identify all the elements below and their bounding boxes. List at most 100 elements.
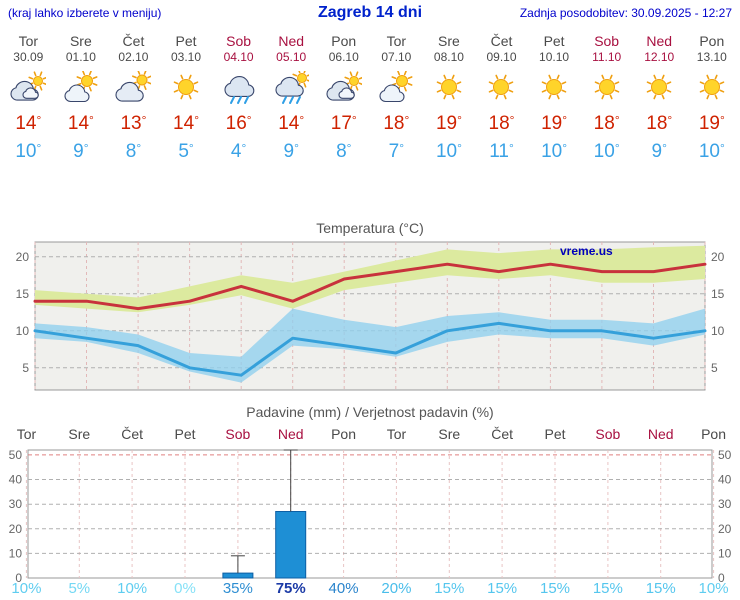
svg-text:10: 10: [16, 324, 30, 338]
day-name: Pon: [699, 33, 725, 49]
svg-text:20: 20: [711, 250, 725, 264]
temp-max: 18°: [646, 113, 673, 134]
temperature-chart: 5 5 10 10 15 15 20 20 vreme.us: [16, 241, 725, 391]
day-date: 09.10: [486, 50, 517, 64]
day-name: Sre: [69, 33, 92, 49]
last-update-timestamp: Zadnja posodobitev: 30.09.2025 - 12:27: [519, 6, 732, 20]
temp-min: 9°: [283, 141, 299, 162]
precip-probability: 10%: [698, 580, 729, 597]
temp-max: 14°: [278, 113, 305, 134]
temp-max: 19°: [698, 113, 725, 134]
weather-icon-partly: [370, 66, 423, 111]
day-name: Čet: [490, 33, 513, 49]
day-name: Sob: [226, 33, 252, 49]
forecast-day-column: Ned 05.10 14° 9°: [265, 28, 318, 163]
temp-min: 10°: [435, 141, 462, 162]
precip-day-label: Ned: [277, 426, 304, 442]
weather-icon-sunny: [686, 66, 739, 111]
page-title: Zagreb 14 dni: [317, 4, 423, 21]
svg-text:20: 20: [718, 522, 732, 536]
weather-icon-sunny: [580, 66, 633, 111]
temp-min: 9°: [651, 141, 667, 162]
temp-min: 8°: [336, 141, 352, 162]
temp-max: 14°: [15, 113, 42, 134]
forecast-table: Tor 30.09 14° 10° Sre 01.10 14° 9° Čet 02.10 13° 8°…: [2, 28, 738, 163]
weather-icon-rain: [212, 66, 265, 111]
day-date: 02.10: [118, 50, 149, 64]
day-name: Pet: [543, 33, 565, 49]
day-date: 05.10: [276, 50, 307, 64]
svg-text:40: 40: [9, 473, 23, 487]
temp-min: 11°: [489, 141, 514, 162]
precip-probability: 15%: [592, 580, 623, 597]
precip-day-label: Sob: [595, 426, 621, 442]
day-name: Ned: [278, 33, 305, 49]
day-date: 30.09: [13, 50, 44, 64]
precip-probability: 5%: [68, 580, 91, 597]
temp-max: 16°: [225, 113, 252, 134]
temp-min: 4°: [230, 141, 247, 162]
day-name: Ned: [646, 33, 673, 49]
temp-min: 10°: [15, 141, 42, 162]
day-name: Čet: [122, 33, 145, 49]
precip-day-label: Tor: [386, 426, 407, 442]
forecast-day-column: Ned 12.10 18° 9°: [633, 28, 686, 163]
svg-text:50: 50: [9, 448, 23, 462]
precip-probability: 75%: [275, 580, 306, 597]
svg-text:20: 20: [16, 250, 30, 264]
precip-probability-row: 10% 5% 10% 0% 35% 75% 40% 20% 15% 15% 15% 15% 15% 10%: [0, 580, 740, 600]
forecast-day-column: Pon 13.10 19° 10°: [686, 28, 739, 163]
weather-icon-mostly-cloudy: [107, 66, 160, 111]
day-name: Tor: [386, 33, 407, 49]
temp-max: 18°: [593, 113, 620, 134]
svg-text:10: 10: [9, 546, 23, 560]
temp-max: 13°: [120, 113, 147, 134]
precip-probability: 10%: [11, 580, 42, 597]
temperature-chart-title: Temperatura (°C): [316, 220, 424, 236]
temp-min: 10°: [541, 141, 568, 162]
weather-icon-sunny: [160, 66, 213, 111]
precip-day-label: Pon: [701, 426, 727, 442]
day-name: Pon: [331, 33, 357, 49]
precip-bar: [275, 511, 307, 579]
weather-icon-sunny: [633, 66, 686, 111]
day-date: 03.10: [171, 50, 202, 64]
precip-probability: 15%: [645, 580, 676, 597]
svg-text:0: 0: [718, 571, 725, 584]
precipitation-chart: 0 0 10 10 20 20 30 30 40 40 50 50: [9, 448, 732, 584]
precip-probability: 35%: [222, 580, 253, 597]
day-date: 13.10: [696, 50, 727, 64]
watermark: vreme.us: [560, 244, 613, 258]
temp-max: 14°: [173, 113, 199, 134]
temp-min: 8°: [125, 141, 142, 162]
svg-text:15: 15: [16, 287, 30, 301]
temp-max: 14°: [67, 113, 94, 134]
weather-icon-cloudy: [317, 66, 370, 111]
precip-probability: 15%: [434, 580, 465, 597]
day-date: 08.10: [433, 50, 464, 64]
location-menu-hint: (kraj lahko izberete v meniju): [8, 6, 162, 20]
temp-min: 7°: [388, 141, 405, 162]
precip-day-label: Pon: [331, 426, 357, 442]
precip-day-label: Čet: [491, 426, 514, 442]
svg-text:15: 15: [711, 287, 725, 301]
temp-min: 9°: [73, 141, 89, 162]
precip-probability: 20%: [381, 580, 412, 597]
temp-max: 17°: [330, 113, 357, 134]
svg-text:10: 10: [718, 546, 732, 560]
forecast-day-column: Sre 01.10 14° 9°: [55, 28, 108, 163]
forecast-day-column: Pon 06.10 17° 8°: [317, 28, 370, 163]
svg-text:50: 50: [718, 448, 732, 462]
precip-day-label: Čet: [121, 426, 144, 442]
day-date: 11.10: [592, 50, 622, 64]
precip-probability: 0%: [174, 580, 196, 597]
forecast-day-column: Pet 03.10 14° 5°: [160, 28, 213, 163]
weather-icon-sunny: [528, 66, 581, 111]
precip-probability: 40%: [328, 580, 359, 597]
day-name: Tor: [18, 33, 39, 49]
forecast-day-column: Pet 10.10 19° 10°: [528, 28, 581, 163]
forecast-day-column: Čet 02.10 13° 8°: [107, 28, 160, 163]
temp-max: 19°: [435, 113, 462, 134]
forecast-day-column: Tor 30.09 14° 10°: [2, 28, 55, 163]
